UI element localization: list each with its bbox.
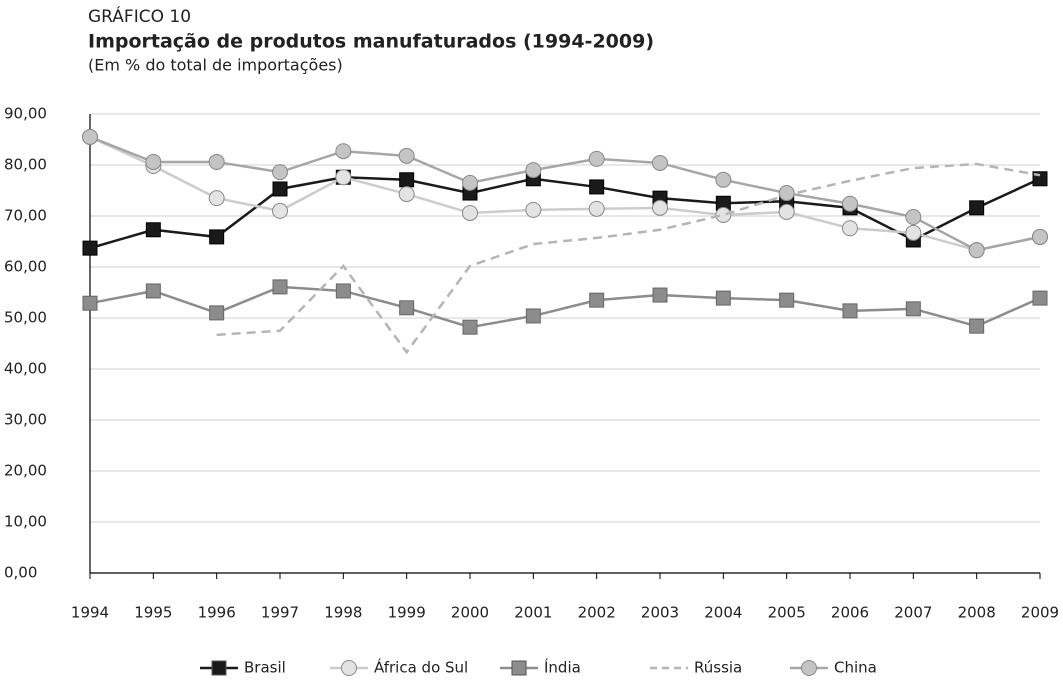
data-point (145, 222, 161, 238)
y-tick-label: 40,00 (4, 360, 47, 378)
data-point (905, 301, 921, 317)
y-tick-label: 20,00 (4, 462, 47, 480)
legend-marker (801, 660, 817, 676)
data-point (652, 199, 668, 216)
x-tick-label: 1999 (388, 604, 426, 622)
series-line (89, 175, 1041, 250)
data-point (652, 287, 668, 303)
data-point (652, 154, 668, 171)
y-tick-label: 70,00 (4, 207, 47, 225)
data-point (82, 240, 98, 256)
data-point (335, 283, 351, 299)
data-point (272, 181, 288, 197)
data-point (398, 186, 415, 203)
data-point (968, 242, 985, 259)
series-line (89, 285, 1041, 329)
data-point (905, 209, 922, 226)
data-point (335, 169, 352, 186)
legend-label: China (834, 659, 877, 677)
data-point (462, 319, 478, 335)
data-point (525, 162, 542, 179)
x-tick-label: 1998 (324, 604, 362, 622)
y-tick-label: 50,00 (4, 309, 47, 327)
data-point (209, 305, 225, 321)
data-point (82, 128, 98, 145)
data-point (145, 283, 161, 299)
x-tick-label: 2002 (578, 604, 616, 622)
x-tick-label: 1995 (134, 604, 172, 622)
x-tick-label: 1997 (261, 604, 299, 622)
data-point (778, 185, 795, 202)
data-point (208, 153, 225, 170)
y-tick-label: 80,00 (4, 156, 47, 174)
x-tick-label: 2007 (894, 604, 932, 622)
data-point (842, 220, 858, 237)
y-tick-label: 0,00 (4, 564, 37, 582)
chart-title: Importação de produtos manufaturados (19… (88, 31, 654, 53)
y-tick-label: 30,00 (4, 411, 47, 429)
data-point (525, 308, 541, 324)
data-point (778, 203, 795, 220)
data-point (525, 201, 542, 218)
data-point (82, 295, 98, 311)
chart-subtitle: (Em % do total de importações) (88, 56, 343, 75)
data-point (1032, 228, 1048, 245)
series-line (89, 135, 1041, 252)
chart-label: GRÁFICO 10 (88, 5, 191, 27)
data-point (1032, 290, 1048, 306)
data-point (969, 200, 985, 216)
x-tick-label: 2001 (514, 604, 552, 622)
data-point (145, 153, 162, 170)
data-point (399, 172, 415, 188)
x-tick-label: 2000 (451, 604, 489, 622)
legend-marker (511, 660, 527, 676)
x-tick-label: 2009 (1021, 604, 1059, 622)
legend-marker (341, 660, 357, 676)
legend-label: Índia (544, 658, 581, 677)
data-point (272, 164, 288, 181)
data-point (779, 292, 795, 308)
data-point (399, 300, 415, 316)
data-point (208, 190, 225, 207)
data-point (589, 179, 605, 195)
series-line (216, 162, 1041, 355)
legend-label: África do Sul (374, 658, 468, 677)
data-point (462, 174, 478, 191)
y-tick-label: 60,00 (4, 258, 47, 276)
x-tick-label: 2008 (958, 604, 996, 622)
data-point (969, 318, 985, 334)
x-tick-label: 2005 (768, 604, 806, 622)
legend-marker (211, 660, 227, 676)
data-point (335, 143, 352, 160)
x-tick-label: 2003 (641, 604, 679, 622)
data-point (589, 292, 605, 308)
data-point (715, 290, 731, 306)
x-tick-label: 1996 (198, 604, 236, 622)
data-point (398, 147, 415, 164)
data-point (272, 202, 288, 219)
y-tick-label: 10,00 (4, 513, 47, 531)
data-point (588, 200, 605, 217)
data-point (905, 224, 922, 241)
y-tick-label: 90,00 (4, 105, 47, 123)
x-tick-label: 2006 (831, 604, 869, 622)
data-point (842, 195, 858, 212)
legend-label: Rússia (694, 659, 742, 677)
legend-label: Brasil (244, 659, 286, 677)
data-point (272, 279, 288, 295)
data-point (209, 229, 225, 245)
x-tick-label: 2004 (704, 604, 742, 622)
series-line (89, 135, 1041, 252)
x-tick-label: 1994 (71, 604, 109, 622)
data-point (462, 204, 478, 221)
data-point (715, 171, 732, 188)
data-point (588, 150, 605, 167)
data-point (842, 303, 858, 319)
data-point (715, 206, 732, 223)
